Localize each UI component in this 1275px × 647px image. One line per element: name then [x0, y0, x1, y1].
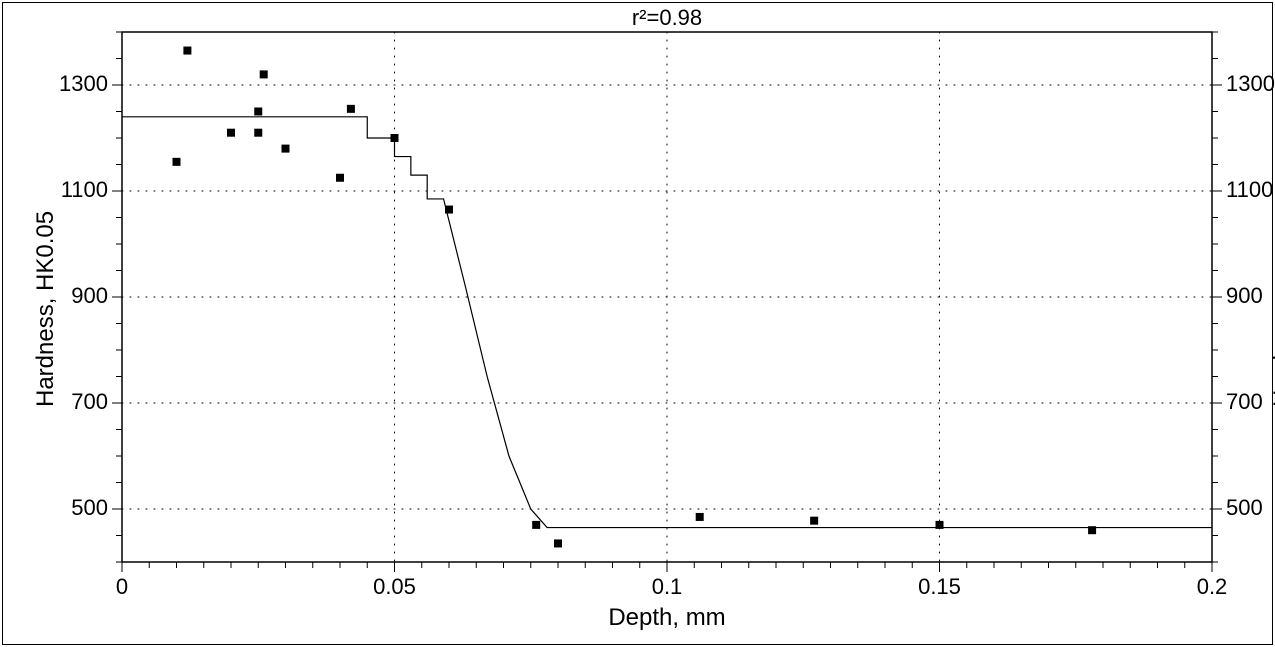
chart-title: r²=0.98	[607, 5, 727, 31]
x-tick-label: 0.15	[910, 574, 970, 600]
data-point	[260, 70, 268, 78]
fit-line	[122, 117, 1212, 528]
y-tick-label-left: 700	[71, 389, 108, 415]
data-point	[173, 158, 181, 166]
y-tick-label-right: 1300	[1226, 71, 1275, 97]
chart-svg	[0, 0, 1275, 647]
y-tick-label-left: 1100	[61, 177, 108, 203]
y-axis-label-left: Hardness, HK0.05	[32, 211, 60, 407]
data-point	[936, 521, 944, 529]
data-point	[254, 129, 262, 137]
y-tick-label-right: 900	[1226, 283, 1263, 309]
data-point	[696, 513, 704, 521]
y-tick-label-right: 1100	[1226, 177, 1273, 203]
y-axis-label-right: Hardness, HK0.05	[1269, 298, 1275, 407]
x-axis-label: Depth, mm	[587, 604, 747, 632]
data-point	[810, 517, 818, 525]
data-point	[282, 145, 290, 153]
data-point	[554, 539, 562, 547]
hardness-depth-chart: 0 0.05 0.1 0.15 0.2 500 700 900 1100 1300 500 700 90…	[0, 0, 1275, 647]
y-tick-label-left: 500	[71, 495, 108, 521]
data-point	[227, 129, 235, 137]
data-point	[532, 521, 540, 529]
data-point	[391, 134, 399, 142]
data-point	[347, 105, 355, 113]
x-tick-label: 0.1	[637, 574, 697, 600]
data-point	[445, 206, 453, 214]
data-point	[254, 108, 262, 116]
x-tick-label: 0	[92, 574, 152, 600]
y-tick-label-right: 500	[1226, 495, 1263, 521]
y-tick-label-left: 900	[71, 283, 108, 309]
data-point	[1088, 526, 1096, 534]
x-tick-label: 0.05	[365, 574, 425, 600]
data-point	[336, 174, 344, 182]
x-tick-label: 0.2	[1182, 574, 1242, 600]
y-tick-label-left: 1300	[59, 71, 108, 97]
y-tick-label-right: 700	[1226, 389, 1263, 415]
data-point	[183, 47, 191, 55]
